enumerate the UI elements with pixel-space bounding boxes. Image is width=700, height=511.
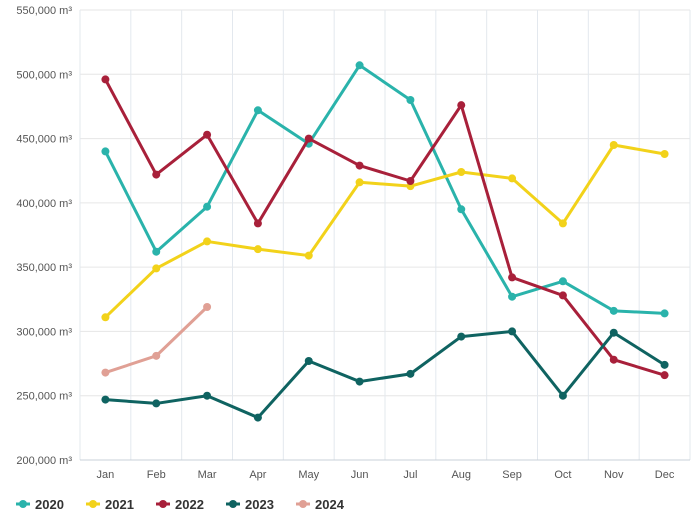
data-point-2022[interactable] (152, 170, 161, 179)
legend-swatch-marker (19, 500, 27, 508)
data-point-2020[interactable] (609, 306, 618, 315)
series-2020 (101, 61, 669, 318)
data-point-2023[interactable] (304, 357, 313, 365)
data-point-2024[interactable] (152, 351, 161, 360)
data-point-2022[interactable] (203, 130, 212, 139)
y-tick-label: 250,000 m³ (16, 391, 72, 403)
data-point-2020[interactable] (457, 205, 466, 214)
data-point-2023[interactable] (609, 328, 618, 337)
series-line-2021 (103, 143, 667, 319)
data-point-2021[interactable] (253, 245, 262, 254)
data-point-2022[interactable] (660, 371, 669, 380)
legend-label: 2022 (175, 497, 204, 511)
legend-swatch-marker (89, 500, 97, 508)
x-tick-label: Jul (403, 469, 417, 481)
legend-item-2020[interactable]: 2020 (16, 497, 64, 511)
x-tick-label: Jun (351, 469, 369, 481)
x-axis: Jan Feb Mar Apr May Jun Jul Aug Sep Oct Nov Dec (80, 459, 690, 481)
data-point-2021[interactable] (101, 313, 110, 322)
data-point-2023[interactable] (152, 399, 161, 408)
data-point-2023[interactable] (406, 369, 415, 378)
data-point-2022[interactable] (304, 134, 313, 143)
series-2022 (101, 75, 669, 380)
y-tick-label: 300,000 m³ (16, 326, 72, 338)
data-point-2023[interactable] (457, 332, 466, 341)
data-point-2021[interactable] (457, 168, 466, 176)
data-point-2024[interactable] (203, 303, 212, 311)
data-point-2023[interactable] (101, 395, 110, 404)
series-2021 (101, 141, 669, 322)
x-tick-label: Mar (198, 469, 217, 481)
legend-swatch-marker (229, 500, 237, 508)
data-point-2021[interactable] (609, 141, 618, 149)
data-point-2021[interactable] (558, 219, 567, 228)
x-tick-label: Aug (451, 469, 471, 481)
data-point-2023[interactable] (660, 360, 669, 369)
x-tick-label: Feb (147, 469, 166, 481)
data-point-2022[interactable] (406, 177, 415, 185)
x-tick-label: May (298, 469, 319, 481)
data-point-2023[interactable] (355, 377, 364, 386)
data-point-2020[interactable] (558, 277, 567, 286)
y-tick-label: 550,000 m³ (16, 5, 72, 17)
data-point-2021[interactable] (203, 237, 212, 246)
data-point-2022[interactable] (253, 219, 262, 228)
data-point-2020[interactable] (253, 106, 262, 115)
data-point-2020[interactable] (508, 292, 517, 301)
legend-label: 2023 (245, 497, 274, 511)
x-tick-label: Nov (604, 469, 624, 481)
legend-item-2023[interactable]: 2023 (226, 497, 274, 511)
x-tick-label: Apr (249, 469, 266, 481)
data-point-2020[interactable] (101, 147, 110, 156)
data-point-2023[interactable] (508, 327, 517, 336)
x-tick-label: Jan (97, 469, 115, 481)
series-2024 (101, 303, 212, 377)
data-point-2021[interactable] (304, 251, 313, 260)
data-point-2022[interactable] (355, 161, 364, 170)
data-point-2020[interactable] (660, 309, 669, 318)
data-point-2022[interactable] (508, 273, 517, 282)
data-point-2021[interactable] (660, 150, 669, 158)
y-tick-label: 350,000 m³ (16, 262, 72, 274)
y-axis: 200,000 m³ 250,000 m³ 300,000 m³ 350,000 m³… (16, 5, 72, 467)
legend-item-2022[interactable]: 2022 (156, 497, 204, 511)
data-point-2021[interactable] (508, 174, 517, 183)
series-2023 (101, 327, 669, 422)
legend-swatch-marker (299, 500, 307, 508)
series-line-2022 (103, 77, 667, 377)
data-point-2024[interactable] (101, 368, 110, 377)
y-tick-label: 500,000 m³ (16, 69, 72, 81)
data-point-2022[interactable] (457, 101, 466, 110)
series-lines (101, 61, 669, 422)
data-point-2020[interactable] (355, 61, 364, 70)
legend-item-2024[interactable]: 2024 (296, 497, 345, 511)
data-point-2020[interactable] (406, 96, 415, 104)
y-tick-label: 200,000 m³ (16, 455, 72, 467)
x-tick-label: Sep (502, 469, 522, 481)
data-point-2020[interactable] (203, 202, 212, 211)
y-tick-label: 450,000 m³ (16, 134, 72, 146)
data-point-2022[interactable] (609, 355, 618, 364)
legend-label: 2024 (315, 497, 345, 511)
series-line-2023 (103, 329, 667, 420)
legend-label: 2020 (35, 497, 64, 511)
data-point-2022[interactable] (101, 75, 110, 84)
data-point-2023[interactable] (203, 391, 212, 400)
data-point-2021[interactable] (152, 264, 161, 273)
data-point-2020[interactable] (152, 247, 161, 256)
data-point-2022[interactable] (558, 291, 567, 300)
data-point-2023[interactable] (253, 413, 262, 422)
legend-item-2021[interactable]: 2021 (86, 497, 134, 511)
data-point-2023[interactable] (558, 391, 567, 400)
x-tick-label: Dec (655, 469, 675, 481)
legend-swatch-marker (159, 500, 167, 508)
y-tick-label: 400,000 m³ (16, 198, 72, 210)
x-tick-label: Oct (554, 469, 571, 481)
series-line-2020 (103, 63, 667, 315)
legend[interactable]: 2020 2021 2022 2023 2024 (16, 497, 345, 511)
legend-label: 2021 (105, 497, 134, 511)
data-point-2021[interactable] (355, 178, 364, 187)
